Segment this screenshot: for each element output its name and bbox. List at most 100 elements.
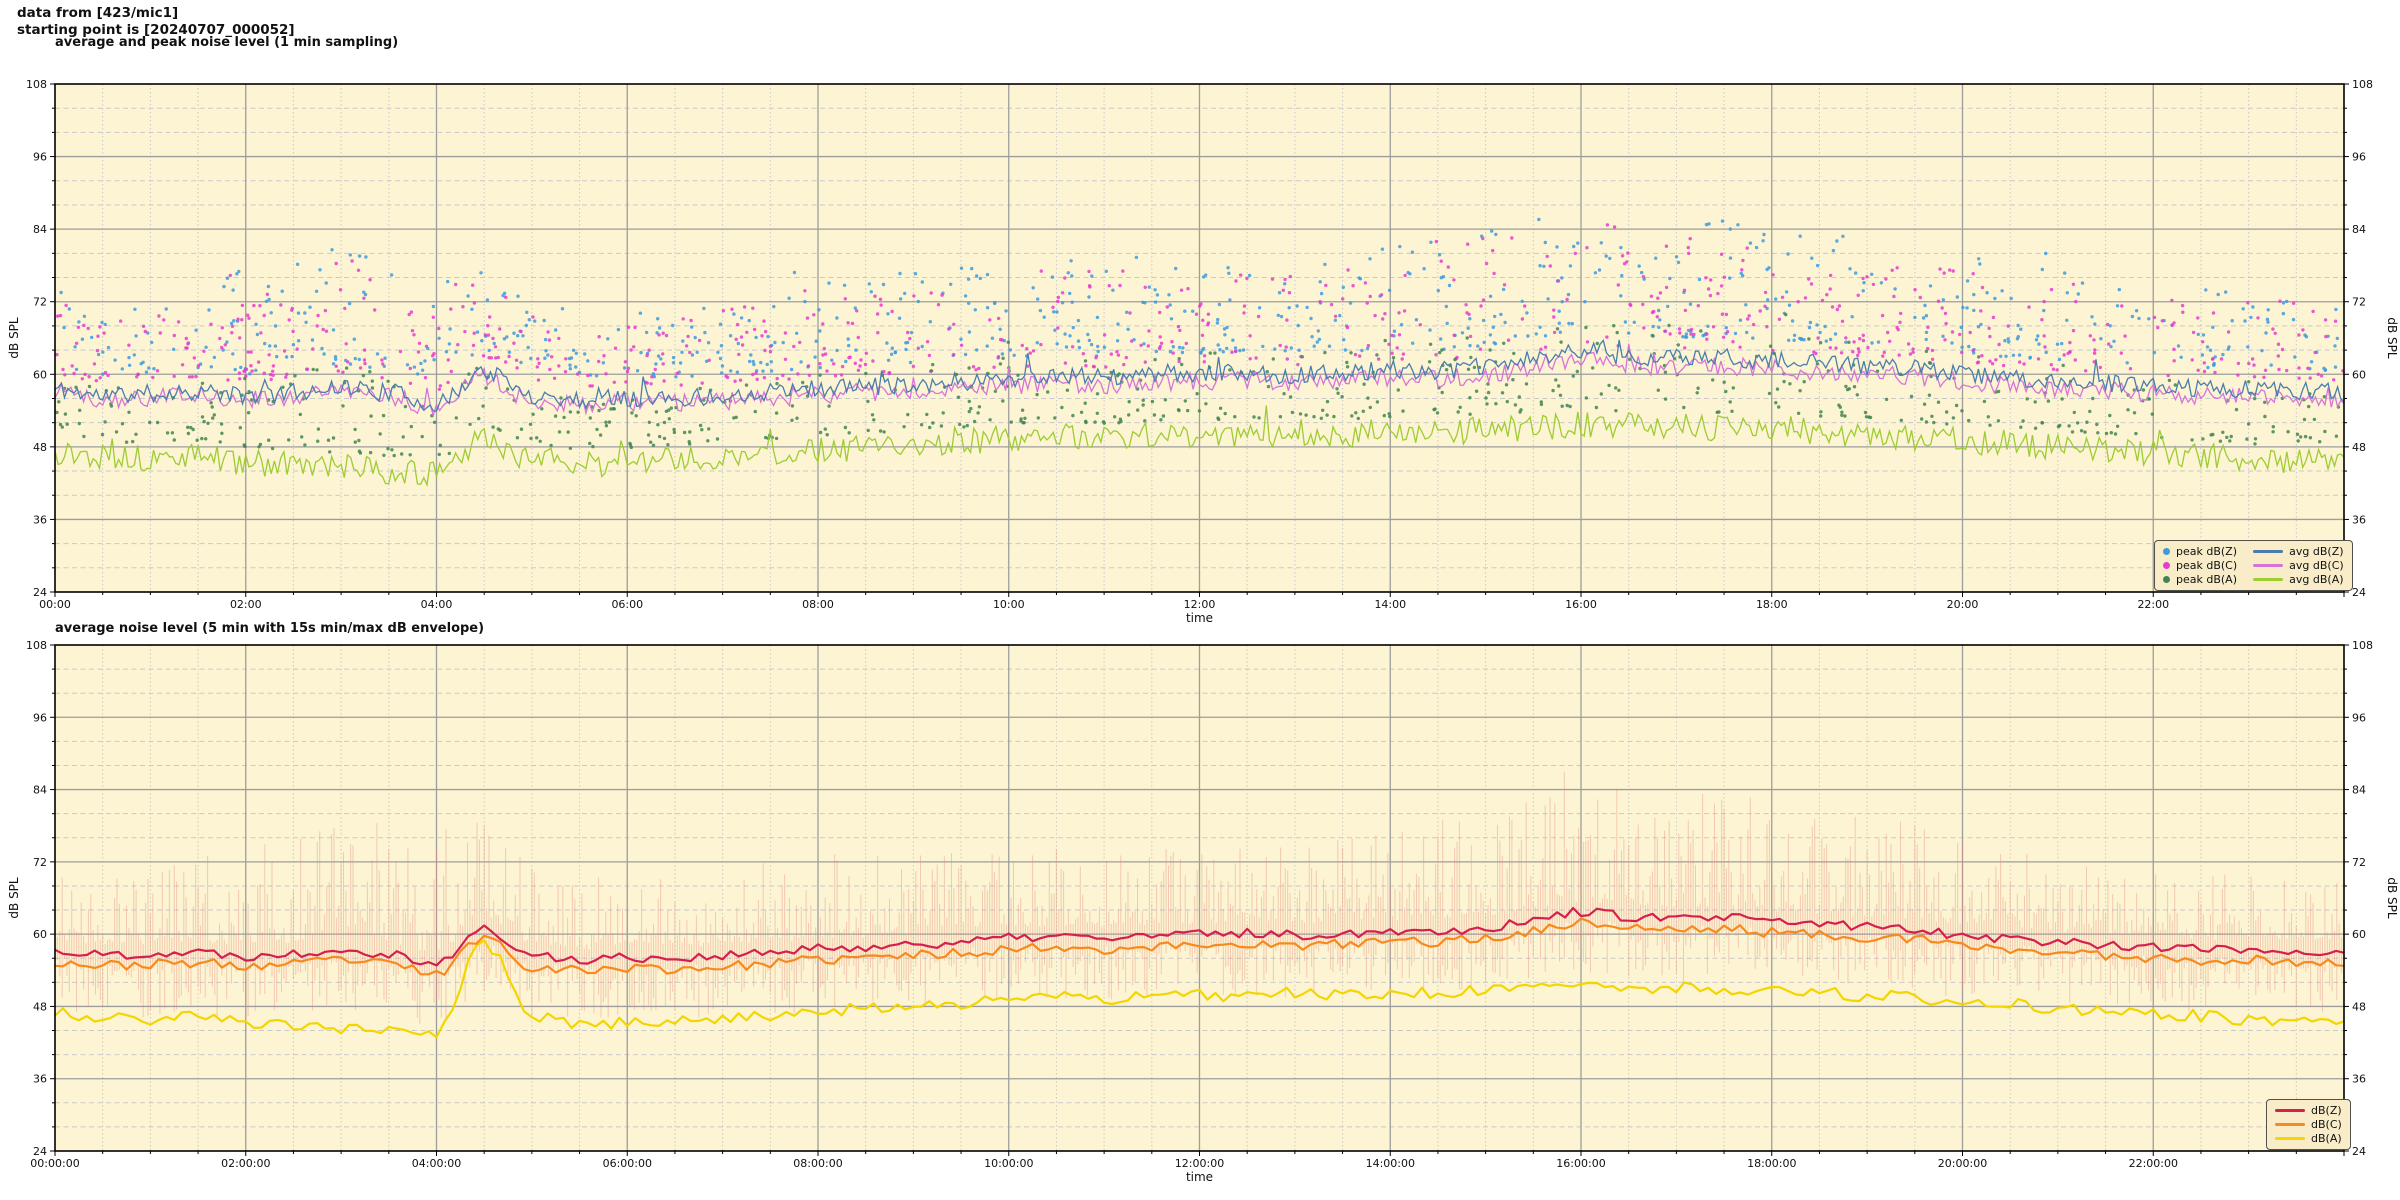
svg-text:00:00:00: 00:00:00 xyxy=(30,1157,79,1170)
chart1-major-grid xyxy=(55,84,2344,592)
legend-item-avg-db-c--label: avg dB(C) xyxy=(2289,559,2344,572)
svg-text:20:00: 20:00 xyxy=(1947,598,1979,611)
svg-text:72: 72 xyxy=(2352,856,2366,869)
svg-text:60: 60 xyxy=(2352,368,2366,381)
svg-text:60: 60 xyxy=(33,928,47,941)
chart1-peak_dBC-scatter xyxy=(55,223,2344,391)
svg-text:22:00: 22:00 xyxy=(2137,598,2169,611)
svg-text:16:00:00: 16:00:00 xyxy=(1556,1157,1605,1170)
svg-text:12:00: 12:00 xyxy=(1184,598,1216,611)
legend-item-db-c--marker xyxy=(2275,1122,2305,1127)
legend-item-db-z--label: dB(Z) xyxy=(2311,1104,2342,1117)
svg-text:04:00: 04:00 xyxy=(421,598,453,611)
svg-text:36: 36 xyxy=(2352,513,2366,526)
legend-item-db-a--marker xyxy=(2275,1136,2305,1141)
chart1-peak_dBZ-scatter xyxy=(59,217,2339,379)
legend-item-peak-db-a--label: peak dB(A) xyxy=(2176,573,2237,586)
svg-text:84: 84 xyxy=(33,223,47,236)
chart1-avg_dBZ-line xyxy=(55,339,2344,412)
svg-text:72: 72 xyxy=(33,296,47,309)
svg-text:04:00:00: 04:00:00 xyxy=(412,1157,461,1170)
svg-text:48: 48 xyxy=(2352,1000,2366,1013)
svg-text:60: 60 xyxy=(33,368,47,381)
svg-text:36: 36 xyxy=(33,1073,47,1086)
svg-text:96: 96 xyxy=(2352,711,2366,724)
figure-header: data from [423/mic1] starting point is [… xyxy=(17,5,295,39)
svg-text:00:00: 00:00 xyxy=(39,598,71,611)
chart2-tick-labels: 00:00:00 02:00:00 04:00:00 06:00:00 08:00:00… xyxy=(26,639,2373,1170)
chart2-dBZ-line xyxy=(55,907,2344,967)
chart1-plot: 00:00 02:00 04:00 06:00 08:00 10:00 12:00 14:00… xyxy=(7,78,2399,625)
chart2-legend: dB(Z) dB(C) dB(A) xyxy=(2266,1099,2351,1150)
svg-text:06:00:00: 06:00:00 xyxy=(603,1157,652,1170)
svg-text:108: 108 xyxy=(26,78,47,91)
legend-item-avg-db-z-: avg dB(Z) xyxy=(2253,545,2344,558)
legend-item-db-a-: dB(A) xyxy=(2275,1132,2342,1145)
legend-item-avg-db-c--marker xyxy=(2253,563,2284,568)
legend-item-peak-db-z--marker xyxy=(2163,548,2170,555)
svg-text:dB SPL: dB SPL xyxy=(2385,877,2399,919)
svg-text:48: 48 xyxy=(33,1000,47,1013)
svg-text:02:00:00: 02:00:00 xyxy=(221,1157,270,1170)
chart1-tick-labels: 00:00 02:00 04:00 06:00 08:00 10:00 12:00 14:00… xyxy=(26,78,2373,611)
legend-column-db: dB(Z) dB(C) dB(A) xyxy=(2275,1104,2342,1145)
legend-item-db-z-: dB(Z) xyxy=(2275,1104,2342,1117)
chart1-title: average and peak noise level (1 min samp… xyxy=(55,35,399,50)
svg-text:24: 24 xyxy=(2352,586,2366,599)
chart1-legend: peak dB(Z) peak dB(C) peak dB(A) avg dB(Z) a… xyxy=(2154,540,2353,591)
svg-text:dB SPL: dB SPL xyxy=(7,317,21,359)
legend-item-avg-db-a--label: avg dB(A) xyxy=(2289,573,2344,586)
legend-item-db-z--marker xyxy=(2275,1108,2305,1113)
svg-text:36: 36 xyxy=(2352,1073,2366,1086)
svg-text:96: 96 xyxy=(2352,151,2366,164)
svg-text:72: 72 xyxy=(33,856,47,869)
svg-text:48: 48 xyxy=(33,441,47,454)
svg-text:time: time xyxy=(1186,611,1213,625)
chart2-dBA-line xyxy=(55,939,2344,1039)
chart1-avg_dBC-line xyxy=(55,343,2344,418)
svg-text:02:00: 02:00 xyxy=(230,598,262,611)
chart1-series xyxy=(55,217,2344,488)
legend-item-peak-db-z-: peak dB(Z) xyxy=(2163,545,2237,558)
svg-text:18:00: 18:00 xyxy=(1756,598,1788,611)
svg-text:dB SPL: dB SPL xyxy=(2385,317,2399,359)
svg-text:12:00:00: 12:00:00 xyxy=(1175,1157,1224,1170)
legend-item-db-a--label: dB(A) xyxy=(2311,1132,2342,1145)
legend-item-peak-db-c-: peak dB(C) xyxy=(2163,559,2237,572)
chart2-title: average noise level (5 min with 15s min/… xyxy=(55,621,485,636)
chart1-axis-labels: time dB SPL dB SPL xyxy=(7,317,2399,625)
svg-text:108: 108 xyxy=(26,639,47,652)
svg-text:14:00:00: 14:00:00 xyxy=(1366,1157,1415,1170)
svg-text:96: 96 xyxy=(33,151,47,164)
chart2-ticks xyxy=(50,644,2349,1156)
svg-text:84: 84 xyxy=(2352,223,2366,236)
chart2-axis-labels: time dB SPL dB SPL xyxy=(7,877,2399,1184)
legend-item-peak-db-z--label: peak dB(Z) xyxy=(2176,545,2238,558)
legend-column-avgs: avg dB(Z) avg dB(C) avg dB(A) xyxy=(2253,545,2344,586)
svg-text:108: 108 xyxy=(2352,78,2373,91)
svg-text:24: 24 xyxy=(33,586,47,599)
legend-column-peaks: peak dB(Z) peak dB(C) peak dB(A) xyxy=(2163,545,2237,586)
svg-text:08:00: 08:00 xyxy=(802,598,834,611)
chart2-series xyxy=(55,771,2344,1039)
svg-text:24: 24 xyxy=(33,1145,47,1158)
svg-text:16:00: 16:00 xyxy=(1565,598,1597,611)
svg-text:10:00:00: 10:00:00 xyxy=(984,1157,1033,1170)
svg-text:20:00:00: 20:00:00 xyxy=(1938,1157,1987,1170)
legend-item-avg-db-a-: avg dB(A) xyxy=(2253,573,2344,586)
chart2-plot: 00:00:00 02:00:00 04:00:00 06:00:00 08:00:00… xyxy=(7,639,2399,1184)
svg-text:84: 84 xyxy=(2352,784,2366,797)
chart1-avg_dBA-line xyxy=(55,405,2344,488)
svg-text:96: 96 xyxy=(33,711,47,724)
legend-item-db-c--label: dB(C) xyxy=(2311,1118,2342,1131)
legend-item-avg-db-z--marker xyxy=(2253,549,2284,554)
legend-item-avg-db-z--label: avg dB(Z) xyxy=(2289,545,2344,558)
svg-text:22:00:00: 22:00:00 xyxy=(2129,1157,2178,1170)
svg-text:24: 24 xyxy=(2352,1145,2366,1158)
svg-text:08:00:00: 08:00:00 xyxy=(793,1157,842,1170)
chart2-envelope xyxy=(55,771,2344,1025)
legend-item-peak-db-c--label: peak dB(C) xyxy=(2176,559,2238,572)
chart1-ticks xyxy=(50,83,2349,597)
header-data-source: data from [423/mic1] xyxy=(17,5,179,21)
